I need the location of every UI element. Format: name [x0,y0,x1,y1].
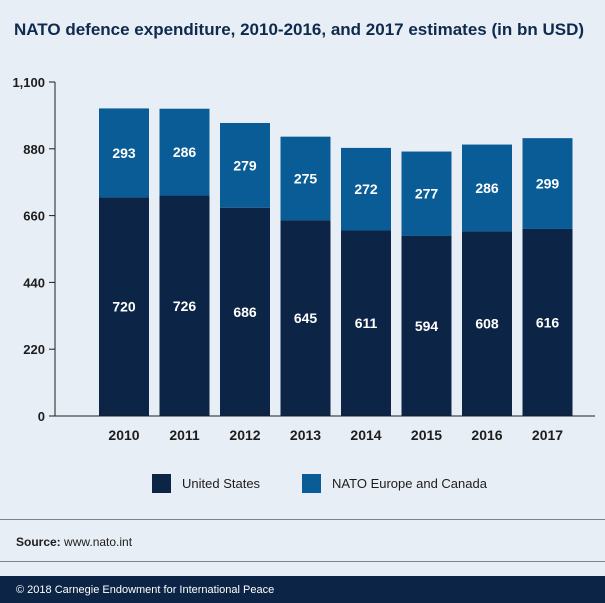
data-label: 608 [475,316,499,332]
x-tick-label: 2015 [411,427,442,443]
x-tick-label: 2011 [169,427,200,443]
x-tick-label: 2014 [350,427,381,443]
bar-united-states-2014 [341,230,391,416]
y-tick-label: 0 [38,409,45,424]
data-label: 686 [233,304,257,320]
x-tick-label: 2013 [290,427,321,443]
legend-swatch-united-states [152,474,171,493]
y-tick-label: 440 [23,275,45,290]
y-tick-label: 880 [23,142,45,157]
x-tick-label: 2010 [108,427,139,443]
data-label: 726 [173,298,197,314]
footer-bar: © 2018 Carnegie Endowment for Internatio… [0,576,605,603]
y-tick-label: 220 [23,342,45,357]
data-label: 275 [294,170,318,186]
data-label: 272 [354,181,378,197]
source-label: Source: [16,535,61,549]
bar-united-states-2010 [99,197,149,416]
data-label: 277 [415,186,439,202]
bar-united-states-2016 [462,231,512,416]
bar-europe-canada-2011 [159,108,210,196]
bar-europe-canada-2014 [341,147,391,231]
chart-title: NATO defence expenditure, 2010-2016, and… [14,20,585,39]
data-label: 286 [475,180,499,196]
bar-europe-canada-2013 [280,136,331,221]
bar-united-states-2012 [220,207,270,416]
x-tick-label: 2012 [229,427,260,443]
bar-united-states-2015 [401,235,452,416]
bar-europe-canada-2016 [462,144,512,232]
bar-europe-canada-2010 [99,108,149,198]
legend: United States NATO Europe and Canada [152,474,529,493]
x-tick-label: 2016 [471,427,502,443]
data-label: 279 [233,157,257,173]
x-axis: 2010 2011 2012 2013 2014 2015 2016 2017 [55,415,595,443]
y-tick-label: 1,100 [12,75,45,90]
data-label: 286 [173,144,197,160]
bar-europe-canada-2017 [522,138,573,229]
y-axis: 0 220 440 660 880 1,100 [12,75,56,424]
y-tick-label: 660 [23,209,45,224]
source-note: Source: www.nato.int [16,535,132,549]
bar-group: 720 293 726 286 686 279 645 275 611 272 594 277 608 2… [99,108,573,416]
data-label: 299 [536,176,560,192]
bar-europe-canada-2015 [401,151,452,236]
legend-item-united-states: United States [152,474,260,493]
x-tick-label: 2017 [532,427,563,443]
divider-bottom [0,561,605,562]
data-label: 720 [112,299,136,315]
source-link[interactable]: www.nato.int [64,535,133,549]
legend-swatch-europe-canada [302,474,322,493]
bar-united-states-2017 [522,228,573,416]
data-label: 616 [536,314,560,330]
bar-europe-canada-2012 [220,122,270,208]
copyright-text: © 2018 Carnegie Endowment for Internatio… [16,584,275,596]
data-label: 645 [294,310,318,326]
legend-label-united-states: United States [182,476,261,491]
data-label: 611 [355,315,378,331]
legend-label-europe-canada: NATO Europe and Canada [332,476,487,491]
bar-united-states-2011 [159,195,210,416]
legend-item-europe-canada: NATO Europe and Canada [302,474,487,493]
bar-united-states-2013 [280,220,331,416]
stacked-bar-chart: 0 220 440 660 880 1,100 720 293 726 286 686 279 645… [12,75,595,443]
data-label: 293 [112,145,136,161]
data-label: 594 [415,318,439,334]
divider-top [0,519,605,520]
